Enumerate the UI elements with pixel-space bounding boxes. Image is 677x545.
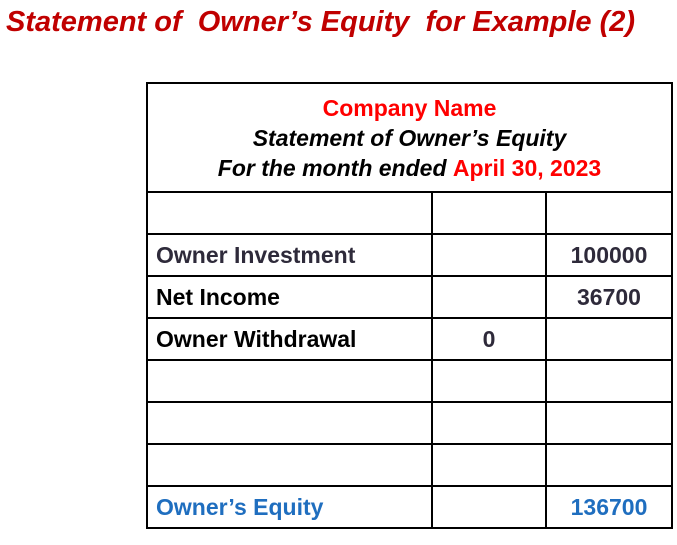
- owners-equity-value: 136700: [545, 485, 673, 529]
- statement-period: For the month ended April 30, 2023: [152, 153, 667, 183]
- table-row: Owner Withdrawal 0: [146, 317, 673, 361]
- table-row: Net Income 36700: [146, 275, 673, 319]
- statement-header: Company Name Statement of Owner’s Equity…: [146, 82, 673, 193]
- period-date: April 30, 2023: [452, 154, 602, 181]
- row-label: [146, 191, 433, 235]
- statement-header-row: Company Name Statement of Owner’s Equity…: [146, 82, 673, 193]
- row-label-owners-equity: Owner’s Equity: [146, 485, 433, 529]
- row-label: [146, 443, 433, 487]
- owner-withdrawal-value: 0: [431, 317, 547, 361]
- row-col3: [545, 191, 673, 235]
- statement-name: Statement of Owner’s Equity: [252, 124, 567, 151]
- table-row: [146, 401, 673, 445]
- row-col3: [545, 317, 673, 361]
- owner-investment-value: 100000: [545, 233, 673, 277]
- row-col3: [545, 401, 673, 445]
- row-col2: [431, 275, 547, 319]
- row-label-owner-withdrawal: Owner Withdrawal: [146, 317, 433, 361]
- row-label-owner-investment: Owner Investment: [146, 233, 433, 277]
- slide-title: Statement of Owner’s Equity for Example …: [6, 6, 636, 38]
- row-col2: [431, 359, 547, 403]
- row-label: [146, 359, 433, 403]
- row-col3: [545, 443, 673, 487]
- table-row: [146, 359, 673, 403]
- table-row: [146, 191, 673, 235]
- row-col3: [545, 359, 673, 403]
- row-col2: [431, 191, 547, 235]
- table-row: Owner Investment 100000: [146, 233, 673, 277]
- period-prefix: For the month ended: [217, 154, 453, 181]
- row-col2: [431, 443, 547, 487]
- table-row: Owner’s Equity 136700: [146, 485, 673, 529]
- row-col2: [431, 401, 547, 445]
- row-col2: [431, 485, 547, 529]
- row-col2: [431, 233, 547, 277]
- net-income-value: 36700: [545, 275, 673, 319]
- row-label: [146, 401, 433, 445]
- statement-table: Company Name Statement of Owner’s Equity…: [146, 82, 673, 529]
- table-row: [146, 443, 673, 487]
- row-label-net-income: Net Income: [146, 275, 433, 319]
- company-name: Company Name: [322, 94, 497, 121]
